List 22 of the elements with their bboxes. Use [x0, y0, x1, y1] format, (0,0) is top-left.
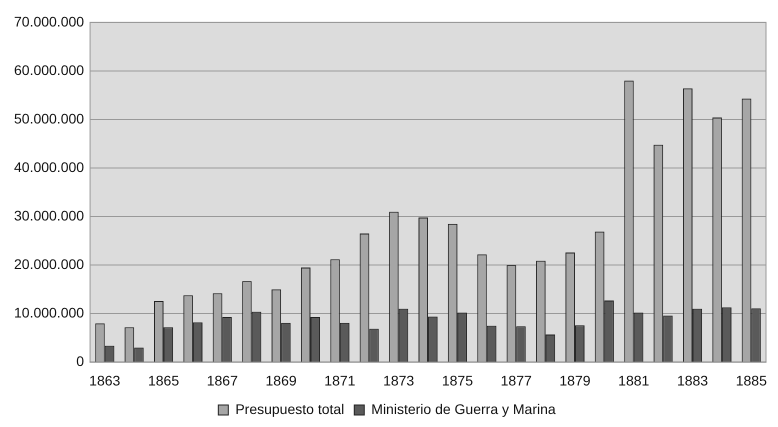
- legend-label: Presupuesto total: [235, 400, 344, 417]
- x-tick-label: 1873: [383, 372, 414, 388]
- y-tick-label: 20.000.000: [14, 256, 84, 272]
- x-tick-label: 1863: [89, 372, 121, 388]
- x-tick-label: 1879: [559, 372, 591, 388]
- y-tick-label: 0: [76, 353, 84, 370]
- x-tick-label: 1871: [324, 372, 356, 388]
- x-tick-label: 1875: [442, 372, 474, 388]
- x-tick-label: 1865: [148, 372, 180, 388]
- x-tick-label: 1881: [618, 372, 650, 388]
- y-tick-label: 60.000.000: [14, 62, 84, 78]
- y-tick-label: 30.000.000: [14, 207, 84, 224]
- x-tick-label: 1869: [266, 372, 297, 388]
- x-tick-label: 1877: [500, 372, 532, 388]
- x-tick-label: 1885: [736, 372, 768, 388]
- y-tick-label: 50.000.000: [14, 110, 84, 126]
- legend-label: Ministerio de Guerra y Marina: [371, 400, 556, 417]
- x-tick-label: 1867: [206, 372, 238, 388]
- x-tick-label: 1883: [676, 372, 708, 388]
- y-tick-label: 10.000.000: [14, 304, 84, 321]
- y-tick-label: 40.000.000: [14, 158, 84, 175]
- y-tick-label: 70.000.000: [14, 13, 84, 30]
